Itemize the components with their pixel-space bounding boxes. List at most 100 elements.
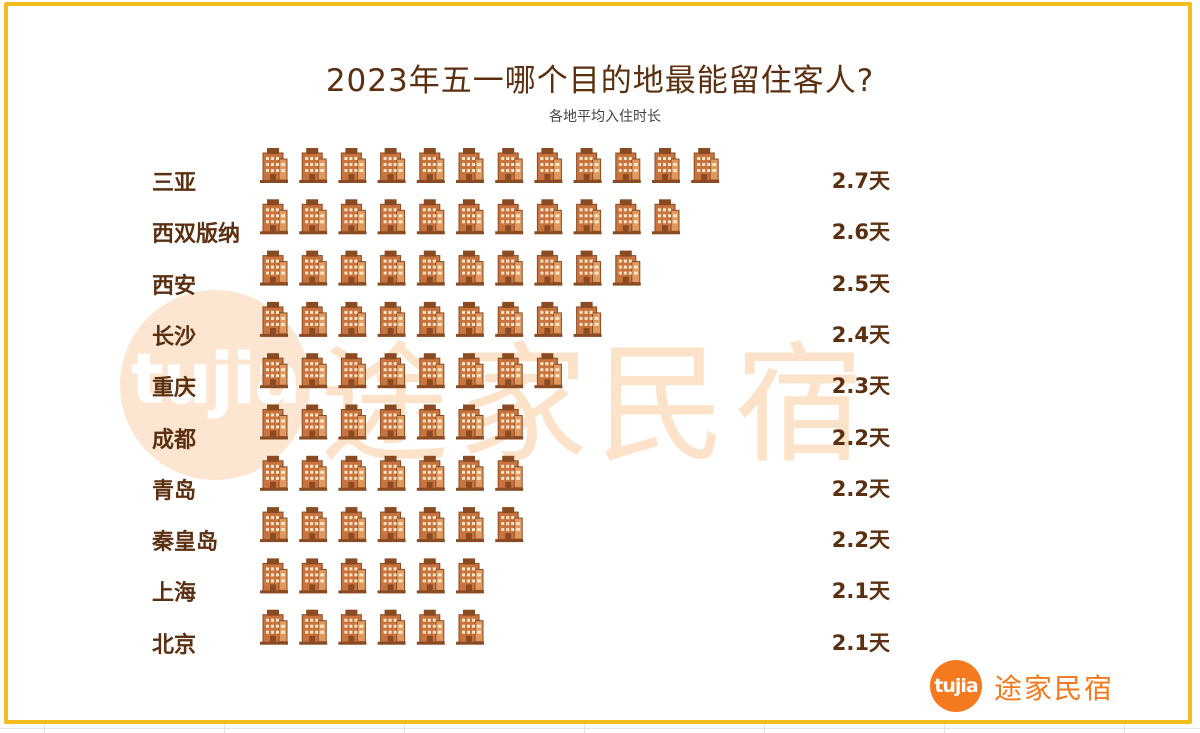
building-icon: [573, 301, 603, 338]
value-label: 2.2天: [831, 425, 890, 450]
building-icon: [337, 198, 367, 235]
building-icon: [377, 506, 407, 543]
building-icon: [455, 404, 485, 440]
building-icon: [416, 404, 446, 440]
building-icon: [337, 557, 367, 594]
building-icon: [259, 250, 289, 287]
category-label: 成都: [152, 427, 197, 453]
building-icon: [298, 250, 328, 287]
category-label: 重庆: [152, 376, 197, 402]
value-label: 2.4天: [831, 322, 890, 347]
building-icon: [337, 506, 367, 543]
building-icon: [455, 250, 485, 287]
building-icon: [337, 455, 367, 492]
building-icon: [573, 147, 603, 184]
building-icon: [494, 147, 524, 184]
building-icon: [298, 455, 328, 492]
building-icon: [455, 506, 485, 543]
building-icon: [416, 455, 446, 492]
category-label: 北京: [152, 632, 197, 658]
category-label: 西安: [152, 273, 197, 299]
building-icon: [416, 198, 446, 235]
chart-subtitle: 各地平均入住时长: [549, 109, 661, 125]
building-icon: [337, 352, 367, 389]
building-icon: [259, 198, 289, 235]
building-icon: [259, 609, 289, 646]
building-icon: [377, 352, 407, 389]
building-icon: [494, 301, 524, 338]
building-icon: [377, 147, 407, 184]
value-label: 2.1天: [831, 630, 890, 655]
value-label: 2.3天: [831, 374, 890, 399]
category-label: 上海: [152, 581, 197, 607]
building-icon: [533, 250, 563, 287]
building-icon: [533, 301, 563, 338]
chart-title: 2023年五一哪个目的地最能留住客人?: [325, 63, 875, 99]
building-icon: [377, 404, 407, 440]
logo-badge: tujia: [930, 660, 982, 712]
building-icon: [259, 506, 289, 543]
building-icon: [455, 301, 485, 338]
building-icon: [612, 198, 642, 235]
brand-logo: tujia 途家民宿: [930, 660, 1140, 712]
building-icon: [298, 557, 328, 594]
building-icon: [416, 557, 446, 594]
category-label: 长沙: [152, 324, 197, 350]
building-icon: [337, 250, 367, 287]
building-icon: [337, 609, 367, 646]
building-icon: [259, 301, 289, 338]
building-icon: [416, 250, 446, 287]
building-icon: [651, 198, 681, 235]
building-icon: [298, 301, 328, 338]
building-icon: [377, 455, 407, 492]
building-icon: [298, 404, 328, 440]
building-icon: [651, 147, 681, 184]
building-icon: [455, 557, 485, 594]
logo-brand-text: 途家民宿: [994, 672, 1115, 705]
building-icon: [259, 352, 289, 389]
building-icon: [259, 404, 289, 440]
building-icon: [416, 147, 446, 184]
category-label: 三亚: [152, 171, 197, 196]
value-label: 2.5天: [831, 271, 890, 296]
building-icon: [377, 557, 407, 594]
category-label: 西双版纳: [152, 222, 241, 248]
building-icon: [494, 404, 524, 440]
value-label: 2.2天: [831, 476, 890, 501]
building-icon: [416, 506, 446, 543]
building-icon: [416, 609, 446, 646]
building-icon: [612, 250, 642, 287]
building-icon: [455, 455, 485, 492]
building-icon: [494, 455, 524, 492]
building-icon: [377, 609, 407, 646]
building-icon: [259, 455, 289, 492]
building-icon: [298, 506, 328, 543]
building-icon: [337, 147, 367, 184]
building-icon: [690, 147, 720, 184]
value-label: 2.6天: [831, 220, 890, 245]
building-icon: [494, 250, 524, 287]
building-icon: [533, 352, 563, 389]
building-icon: [455, 198, 485, 235]
building-icon: [377, 250, 407, 287]
building-icon: [494, 506, 524, 543]
value-label: 2.1天: [831, 579, 890, 604]
value-label: 2.2天: [831, 528, 890, 553]
category-label: 青岛: [152, 478, 197, 504]
building-icon: [298, 352, 328, 389]
building-icon: [455, 147, 485, 184]
building-icon: [298, 609, 328, 646]
building-icon: [494, 198, 524, 235]
building-icon: [573, 250, 603, 287]
building-icon: [298, 198, 328, 235]
building-icon: [259, 557, 289, 594]
building-icon: [455, 352, 485, 389]
building-icon: [298, 147, 328, 184]
building-icon: [533, 198, 563, 235]
building-icon: [377, 198, 407, 235]
building-icon: [337, 404, 367, 440]
building-icon: [416, 352, 446, 389]
building-icon: [455, 609, 485, 646]
